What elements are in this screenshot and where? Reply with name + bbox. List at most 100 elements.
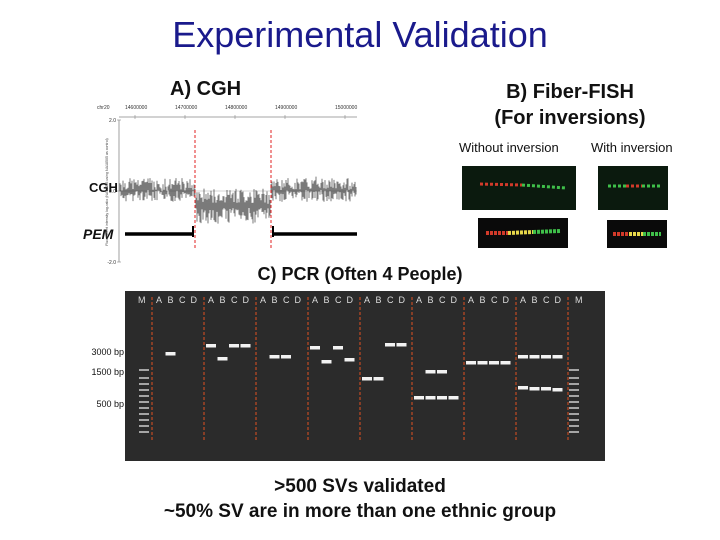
gel-lane-letter: A [520,295,526,305]
gel-band [425,370,436,374]
gel-band [541,355,551,359]
gel-lane-letter: A [156,295,162,305]
gel-lane-letter: C [491,295,498,305]
gel-band [518,355,528,359]
gel-band [529,355,540,359]
cgh-x-ticks: 14600000 14700000 14800000 14900000 15000000 [125,105,357,119]
cgh-row-label: CGH [89,180,118,195]
ladder-band [139,425,149,427]
ladder-band [139,401,149,403]
ladder-band [569,419,579,421]
fish-without-inversion-label: Without inversion [459,140,559,155]
size-label-500: 500 bp [96,399,124,409]
ladder-band [139,389,149,391]
gel-band [321,360,332,364]
ladder-band [139,383,149,385]
gel-lane-letter: B [324,295,330,305]
gel-lane-letter: B [168,295,174,305]
pcr-gel-image: M MA B C D A B C D A B C D A B C D A B C D A B C D A B C D A B C D [125,291,605,461]
gel-band [518,386,528,390]
gel-lane-letter: B [220,295,226,305]
cgh-x-tick-label: 14800000 [225,105,247,111]
gel-lane-letter: C [283,295,290,305]
gel-marker-label-right: M [575,295,583,305]
fish-panel-title: B) Fiber-FISH (For inversions) [470,79,670,131]
pem-row-label: PEM [83,226,114,242]
gel-lane-letter: A [468,295,474,305]
gel-lane-letter: D [503,295,510,305]
gel-lane-letter: B [480,295,486,305]
cgh-x-axis-label: chr20 [97,105,110,111]
gel-band [437,370,447,374]
ladder-band [139,407,149,409]
pcr-panel-title: C) PCR (Often 4 People) [257,264,463,284]
gel-band [217,357,228,361]
gel-band [240,344,251,348]
cgh-y-axis-label: Fluorescent intensity log-ratio (NA18156… [105,138,109,245]
gel-lane-letter: B [428,295,434,305]
gel-band [362,377,372,381]
fish-image-without-1 [462,166,576,210]
ladder-band [139,413,149,415]
gel-band [437,396,447,400]
cgh-y-tick-label: -2.0 [107,260,116,266]
gel-band [552,388,563,392]
ladder-band [569,389,579,391]
ladder-band [569,383,579,385]
gel-band [541,387,551,391]
gel-band [466,361,476,365]
gel-band [529,387,540,391]
gel-lane-letter: D [399,295,406,305]
gel-lane-letter: C [179,295,186,305]
fish-image-with-1 [598,166,668,210]
gel-band [477,361,488,365]
ladder-band [139,395,149,397]
gel-band [344,358,355,362]
gel-band [281,355,291,359]
cgh-x-tick-label: 14600000 [125,105,147,111]
cgh-signal-trace [119,176,357,224]
gel-lane-letter: D [555,295,562,305]
fish-title-line1: B) Fiber-FISH [506,81,634,103]
gel-band [229,344,239,348]
gel-lane-letter: B [272,295,278,305]
gel-lane-letter: A [208,295,214,305]
gel-lane-letter: D [347,295,354,305]
cgh-x-tick-label: 15000000 [335,105,357,111]
ladder-band [139,369,149,371]
ladder-band [569,425,579,427]
summary-line2: ~50% SV are in more than one ethnic grou… [163,501,557,522]
cgh-panel-title: A) CGH [170,78,242,100]
size-label-3000: 3000 bp [91,347,124,357]
slide-title: Experimental Validation [172,14,548,55]
ladder-band [569,413,579,415]
ladder-band [139,431,149,433]
gel-lane-letter: C [387,295,394,305]
gel-band [206,344,216,348]
ladder-band [569,407,579,409]
ladder-band [569,377,579,379]
gel-lane-letter: B [376,295,382,305]
cgh-y-tick-label: 0.0 [109,189,116,195]
ladder-band [569,395,579,397]
cgh-x-tick-label: 14700000 [175,105,197,111]
gel-lane-letter: C [231,295,238,305]
cgh-x-tick-label: 14900000 [275,105,297,111]
gel-lane-letter: A [416,295,422,305]
gel-lane-letter: D [451,295,458,305]
gel-band [333,346,343,350]
fish-image-without-2 [478,218,568,248]
gel-band [425,396,436,400]
fish-image-with-2 [607,220,667,248]
cgh-plot: chr20 14600000 14700000 14800000 14900000 15… [97,105,357,266]
gel-lane-letter: B [532,295,538,305]
ladder-band [569,401,579,403]
gel-band [552,355,563,359]
cgh-y-tick-label: 2.0 [109,118,116,124]
gel-band [373,377,384,381]
ladder-band [139,419,149,421]
ladder-band [569,369,579,371]
gel-lane-letter: D [243,295,250,305]
gel-lane-letter: D [295,295,302,305]
gel-lane-letter: A [260,295,266,305]
